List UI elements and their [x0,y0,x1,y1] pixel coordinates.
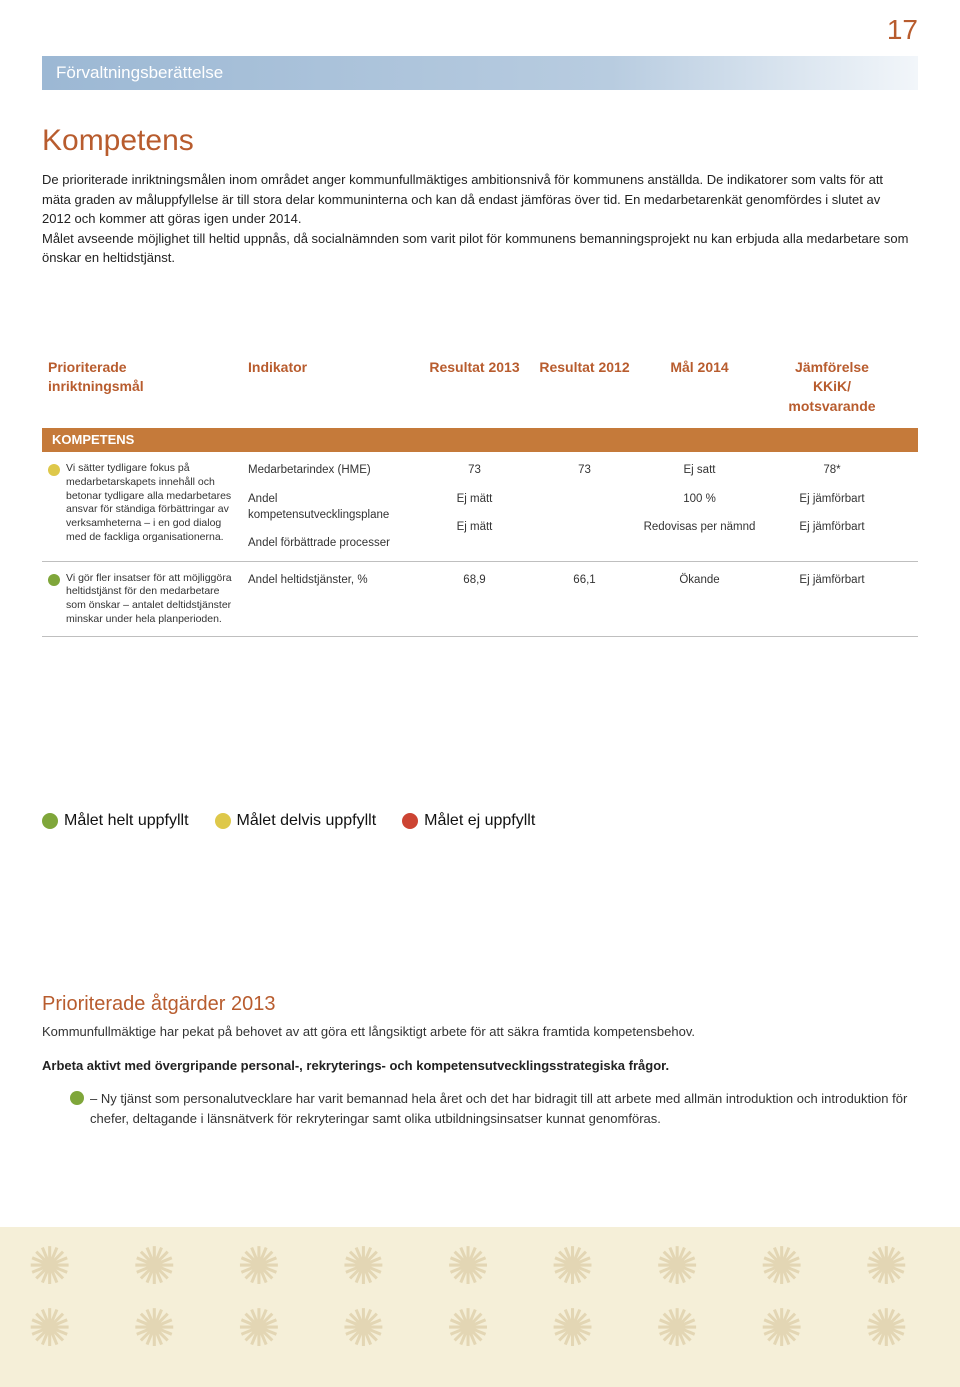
page-number: 17 [887,10,918,49]
legend-item: Målet helt uppfyllt [42,810,189,832]
value: Redovisas per nämnd [643,519,756,535]
main-content: Kompetens De prioriterade inriktningsmål… [42,120,918,637]
th-goal-l2: inriktningsmål [48,378,144,394]
goal-text: Vi sätter tydligare fokus på medarbetars… [66,462,236,550]
priority-bullet-text: – Ny tjänst som personalutvecklare har v… [90,1089,918,1128]
value: Ej jämförbart [768,519,896,535]
value: Ej mätt [423,519,526,535]
indicator-line: Medarbetarindex (HME) [248,462,411,478]
legend-dot-icon [42,813,58,829]
value: Ej jämförbart [768,491,896,507]
intro-paragraph: De prioriterade inriktningsmålen inom om… [42,170,912,268]
footer-pattern-icon: ✺ ✺ ✺ ✺ ✺ ✺ ✺ ✺ ✺ ✺ ✺ ✺ ✺ ✺ ✺ ✺ ✺ ✺ [0,1227,960,1387]
value: Ökande [643,572,756,588]
cell-goal: Vi gör fler insatser för att möjliggöra … [42,572,242,627]
th-compare-l3: motsvarande [788,398,875,414]
value: 78* [768,462,896,478]
th-compare: Jämförelse KKiK/ motsvarande [762,358,902,417]
th-goal-2014: Mål 2014 [637,358,762,417]
th-indicator: Indikator [242,358,417,417]
cell-compare: 78* Ej jämförbart Ej jämförbart [762,462,902,550]
value: Ej jämförbart [768,572,896,588]
value: 73 [538,462,631,478]
th-result-2013: Resultat 2013 [417,358,532,417]
indicator-line: Andel kompetensutvecklingsplane [248,491,411,523]
table-header-row: Prioriterade inriktningsmål Indikator Re… [42,358,918,423]
legend: Målet helt uppfyllt Målet delvis uppfyll… [42,810,535,832]
goal-table: Prioriterade inriktningsmål Indikator Re… [42,358,918,638]
priority-title: Prioriterade åtgärder 2013 [42,990,918,1018]
section-title: Kompetens [42,120,918,162]
th-goal: Prioriterade inriktningsmål [42,358,242,417]
th-goal-l1: Prioriterade [48,359,127,375]
legend-dot-icon [215,813,231,829]
priority-bullet: – Ny tjänst som personalutvecklare har v… [42,1089,918,1128]
header-section-bar: Förvaltningsberättelse [42,56,918,90]
cell-result-2013: 73 Ej mätt Ej mätt [417,462,532,550]
status-dot-icon [48,574,60,586]
value: 73 [423,462,526,478]
cell-result-2012: 66,1 [532,572,637,627]
legend-label: Målet delvis uppfyllt [237,810,377,832]
bullet-dot-icon [70,1091,84,1105]
priority-p1: Kommunfullmäktige har pekat på behovet a… [42,1022,918,1042]
cell-compare: Ej jämförbart [762,572,902,627]
value: 66,1 [538,572,631,588]
legend-label: Målet helt uppfyllt [64,810,189,832]
priority-p2-bold: Arbeta aktivt med övergripande personal-… [42,1056,918,1076]
cell-result-2013: 68,9 [417,572,532,627]
indicator-line: Andel förbättrade processer [248,535,411,551]
cell-result-2012: 73 [532,462,637,550]
status-dot-icon [48,464,60,476]
legend-item: Målet ej uppfyllt [402,810,535,832]
priority-actions: Prioriterade åtgärder 2013 Kommunfullmäk… [42,990,918,1128]
legend-label: Målet ej uppfyllt [424,810,535,832]
cell-indicator: Medarbetarindex (HME) Andel kompetensutv… [242,462,417,550]
th-compare-l1: Jämförelse [795,359,869,375]
value: Ej satt [643,462,756,478]
cell-goal-2014: Ökande [637,572,762,627]
table-row: Vi gör fler insatser för att möjliggöra … [42,562,918,638]
th-compare-l2: KKiK/ [813,378,851,394]
goal-text: Vi gör fler insatser för att möjliggöra … [66,572,236,627]
value: 100 % [643,491,756,507]
table-row: Vi sätter tydligare fokus på medarbetars… [42,452,918,561]
legend-dot-icon [402,813,418,829]
th-result-2012: Resultat 2012 [532,358,637,417]
cell-indicator: Andel heltidstjänster, % [242,572,417,627]
legend-item: Målet delvis uppfyllt [215,810,377,832]
value: 68,9 [423,572,526,588]
footer-decoration: ✺ ✺ ✺ ✺ ✺ ✺ ✺ ✺ ✺ ✺ ✺ ✺ ✺ ✺ ✺ ✺ ✺ ✺ [0,1227,960,1387]
cell-goal: Vi sätter tydligare fokus på medarbetars… [42,462,242,550]
cell-goal-2014: Ej satt 100 % Redovisas per nämnd [637,462,762,550]
value: Ej mätt [423,491,526,507]
category-bar: KOMPETENS [42,428,918,452]
indicator-line: Andel heltidstjänster, % [248,572,411,588]
